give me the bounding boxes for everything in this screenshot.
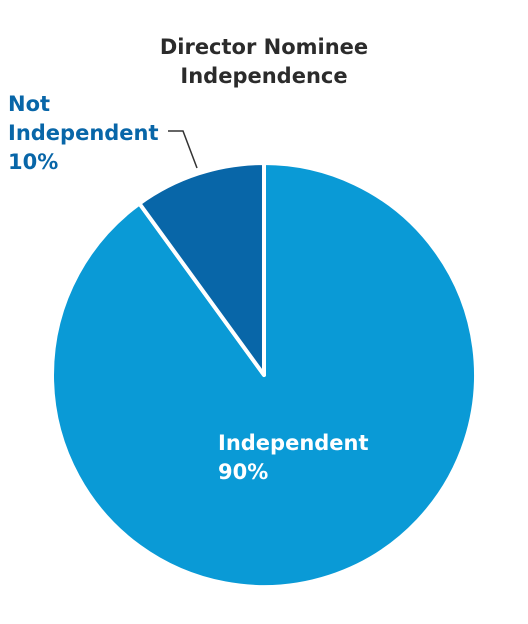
pie-slice xyxy=(137,161,266,377)
category-label: Not Independent xyxy=(8,92,159,145)
leader-line xyxy=(168,130,198,169)
chart-title: Director Nominee Independence xyxy=(159,35,369,88)
value-label: 10% xyxy=(8,150,59,174)
slice-label: Independent 90% xyxy=(218,429,438,487)
pie xyxy=(50,161,478,589)
value-label: 90% xyxy=(218,460,269,484)
slice-label: Not Independent 10% xyxy=(8,90,159,177)
category-label: Independent xyxy=(218,431,369,455)
